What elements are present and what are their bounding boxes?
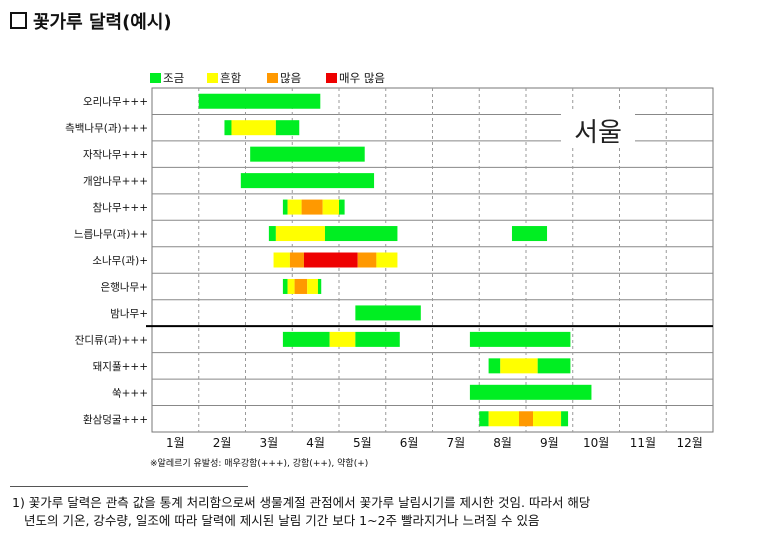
pollen-bar-low: [355, 305, 421, 321]
pollen-bar-common: [329, 331, 356, 347]
row-label: 참나무+++: [93, 202, 148, 214]
footnote-line-2: 년도의 기온, 강수량, 일조에 따라 달력에 제시된 날림 기간 보다 1~2…: [24, 513, 540, 528]
pollen-bar-common: [322, 199, 339, 215]
row-label: 은행나무+: [101, 281, 148, 293]
pollen-bar-low: [561, 411, 569, 427]
row-label: 자작나무+++: [83, 149, 148, 161]
month-tick-label: 11월: [630, 436, 656, 450]
pollen-bar-common: [376, 252, 398, 268]
pollen-bar-common: [231, 120, 276, 136]
month-tick-label: 5월: [353, 436, 372, 450]
footnote-line-1: 1) 꽃가루 달력은 관측 값을 통계 처리함으로써 생물계절 관점에서 꽃가루…: [12, 495, 591, 510]
pollen-bar-low: [268, 226, 276, 242]
pollen-bar-common: [287, 199, 302, 215]
pollen-bar-many: [301, 199, 323, 215]
month-tick-label: 4월: [306, 436, 325, 450]
pollen-bar-low: [339, 199, 345, 215]
page-title: 꽃가루 달력(예시): [10, 8, 172, 34]
legend-swatch-low: [150, 73, 161, 83]
legend-swatch-common: [207, 73, 218, 83]
region-label: 서울: [574, 118, 622, 148]
pollen-bar-common: [275, 226, 325, 242]
month-tick-label: 9월: [540, 436, 559, 450]
legend-label-common: 흔함: [220, 71, 242, 85]
month-tick-label: 7월: [447, 436, 466, 450]
month-tick-label: 1월: [166, 436, 185, 450]
pollen-bar-low: [537, 358, 571, 374]
row-label: 오리나무+++: [83, 96, 148, 108]
pollen-bar-low: [479, 411, 489, 427]
pollen-bar-low: [469, 384, 592, 400]
month-tick-label: 10월: [583, 436, 609, 450]
legend-label-very_many: 매우 많음: [339, 71, 385, 85]
legend-label-low: 조금: [163, 71, 184, 85]
pollen-bar-low: [240, 173, 375, 189]
row-label: 느릅나무(과)++: [74, 229, 148, 241]
row-label: 돼지풀+++: [93, 361, 148, 373]
month-tick-label: 8월: [493, 436, 512, 450]
allergy-note: ※알레르기 유발성: 매우강함(+++), 강함(++), 약함(+): [150, 457, 368, 469]
pollen-bar-many: [294, 278, 308, 294]
pollen-bar-low: [355, 331, 400, 347]
pollen-bar-low: [282, 278, 288, 294]
pollen-bar-low: [511, 226, 548, 242]
pollen-bar-very_many: [303, 252, 358, 268]
footnote: 1) 꽃가루 달력은 관측 값을 통계 처리함으로써 생물계절 관점에서 꽃가루…: [12, 494, 774, 530]
pollen-bar-low: [282, 331, 330, 347]
pollen-bar-common: [287, 278, 295, 294]
pollen-bar-low: [250, 146, 365, 162]
pollen-bar-low: [488, 358, 501, 374]
month-tick-label: 3월: [260, 436, 279, 450]
row-label: 소나무(과)+: [92, 255, 148, 267]
pollen-bar-low: [469, 331, 571, 347]
pollen-bar-low: [275, 120, 300, 136]
pollen-calendar-chart: 오리나무+++ 측백나무(과)+++ 자작나무+++ 개암나무+++ 참나무+++ 느릅나…: [65, 71, 714, 469]
row-label: 환삼덩굴+++: [83, 414, 148, 426]
pollen-bar-common: [307, 278, 318, 294]
pollen-bar-many: [357, 252, 377, 268]
footnote-divider: [10, 486, 248, 487]
legend-label-many: 많음: [280, 71, 301, 85]
pollen-bar-low: [198, 93, 321, 109]
pollen-bar-common: [488, 411, 519, 427]
pollen-bar-low: [324, 226, 398, 242]
month-tick-label: 6월: [400, 436, 419, 450]
pollen-bar-many: [289, 252, 304, 268]
pollen-bar-common: [500, 358, 538, 374]
pollen-bar-low: [224, 120, 232, 136]
pollen-bar-low: [282, 199, 288, 215]
month-tick-label: 12월: [676, 436, 702, 450]
row-label: 잔디류(과)+++: [75, 334, 148, 346]
pollen-bar-common: [273, 252, 290, 268]
row-label: 쑥+++: [112, 387, 148, 399]
pollen-bar-low: [317, 278, 322, 294]
legend-swatch-many: [267, 73, 278, 83]
row-label: 개암나무+++: [83, 176, 148, 188]
month-tick-label: 2월: [213, 436, 232, 450]
pollen-bar-common: [533, 411, 562, 427]
row-label: 밤나무+: [110, 308, 148, 320]
checkbox-square-icon: [10, 12, 27, 29]
row-label: 측백나무(과)+++: [65, 123, 148, 135]
page-title-text: 꽃가루 달력(예시): [33, 12, 172, 33]
pollen-bar-many: [518, 411, 534, 427]
legend-swatch-very_many: [326, 73, 337, 83]
region-label-background: [561, 110, 635, 148]
